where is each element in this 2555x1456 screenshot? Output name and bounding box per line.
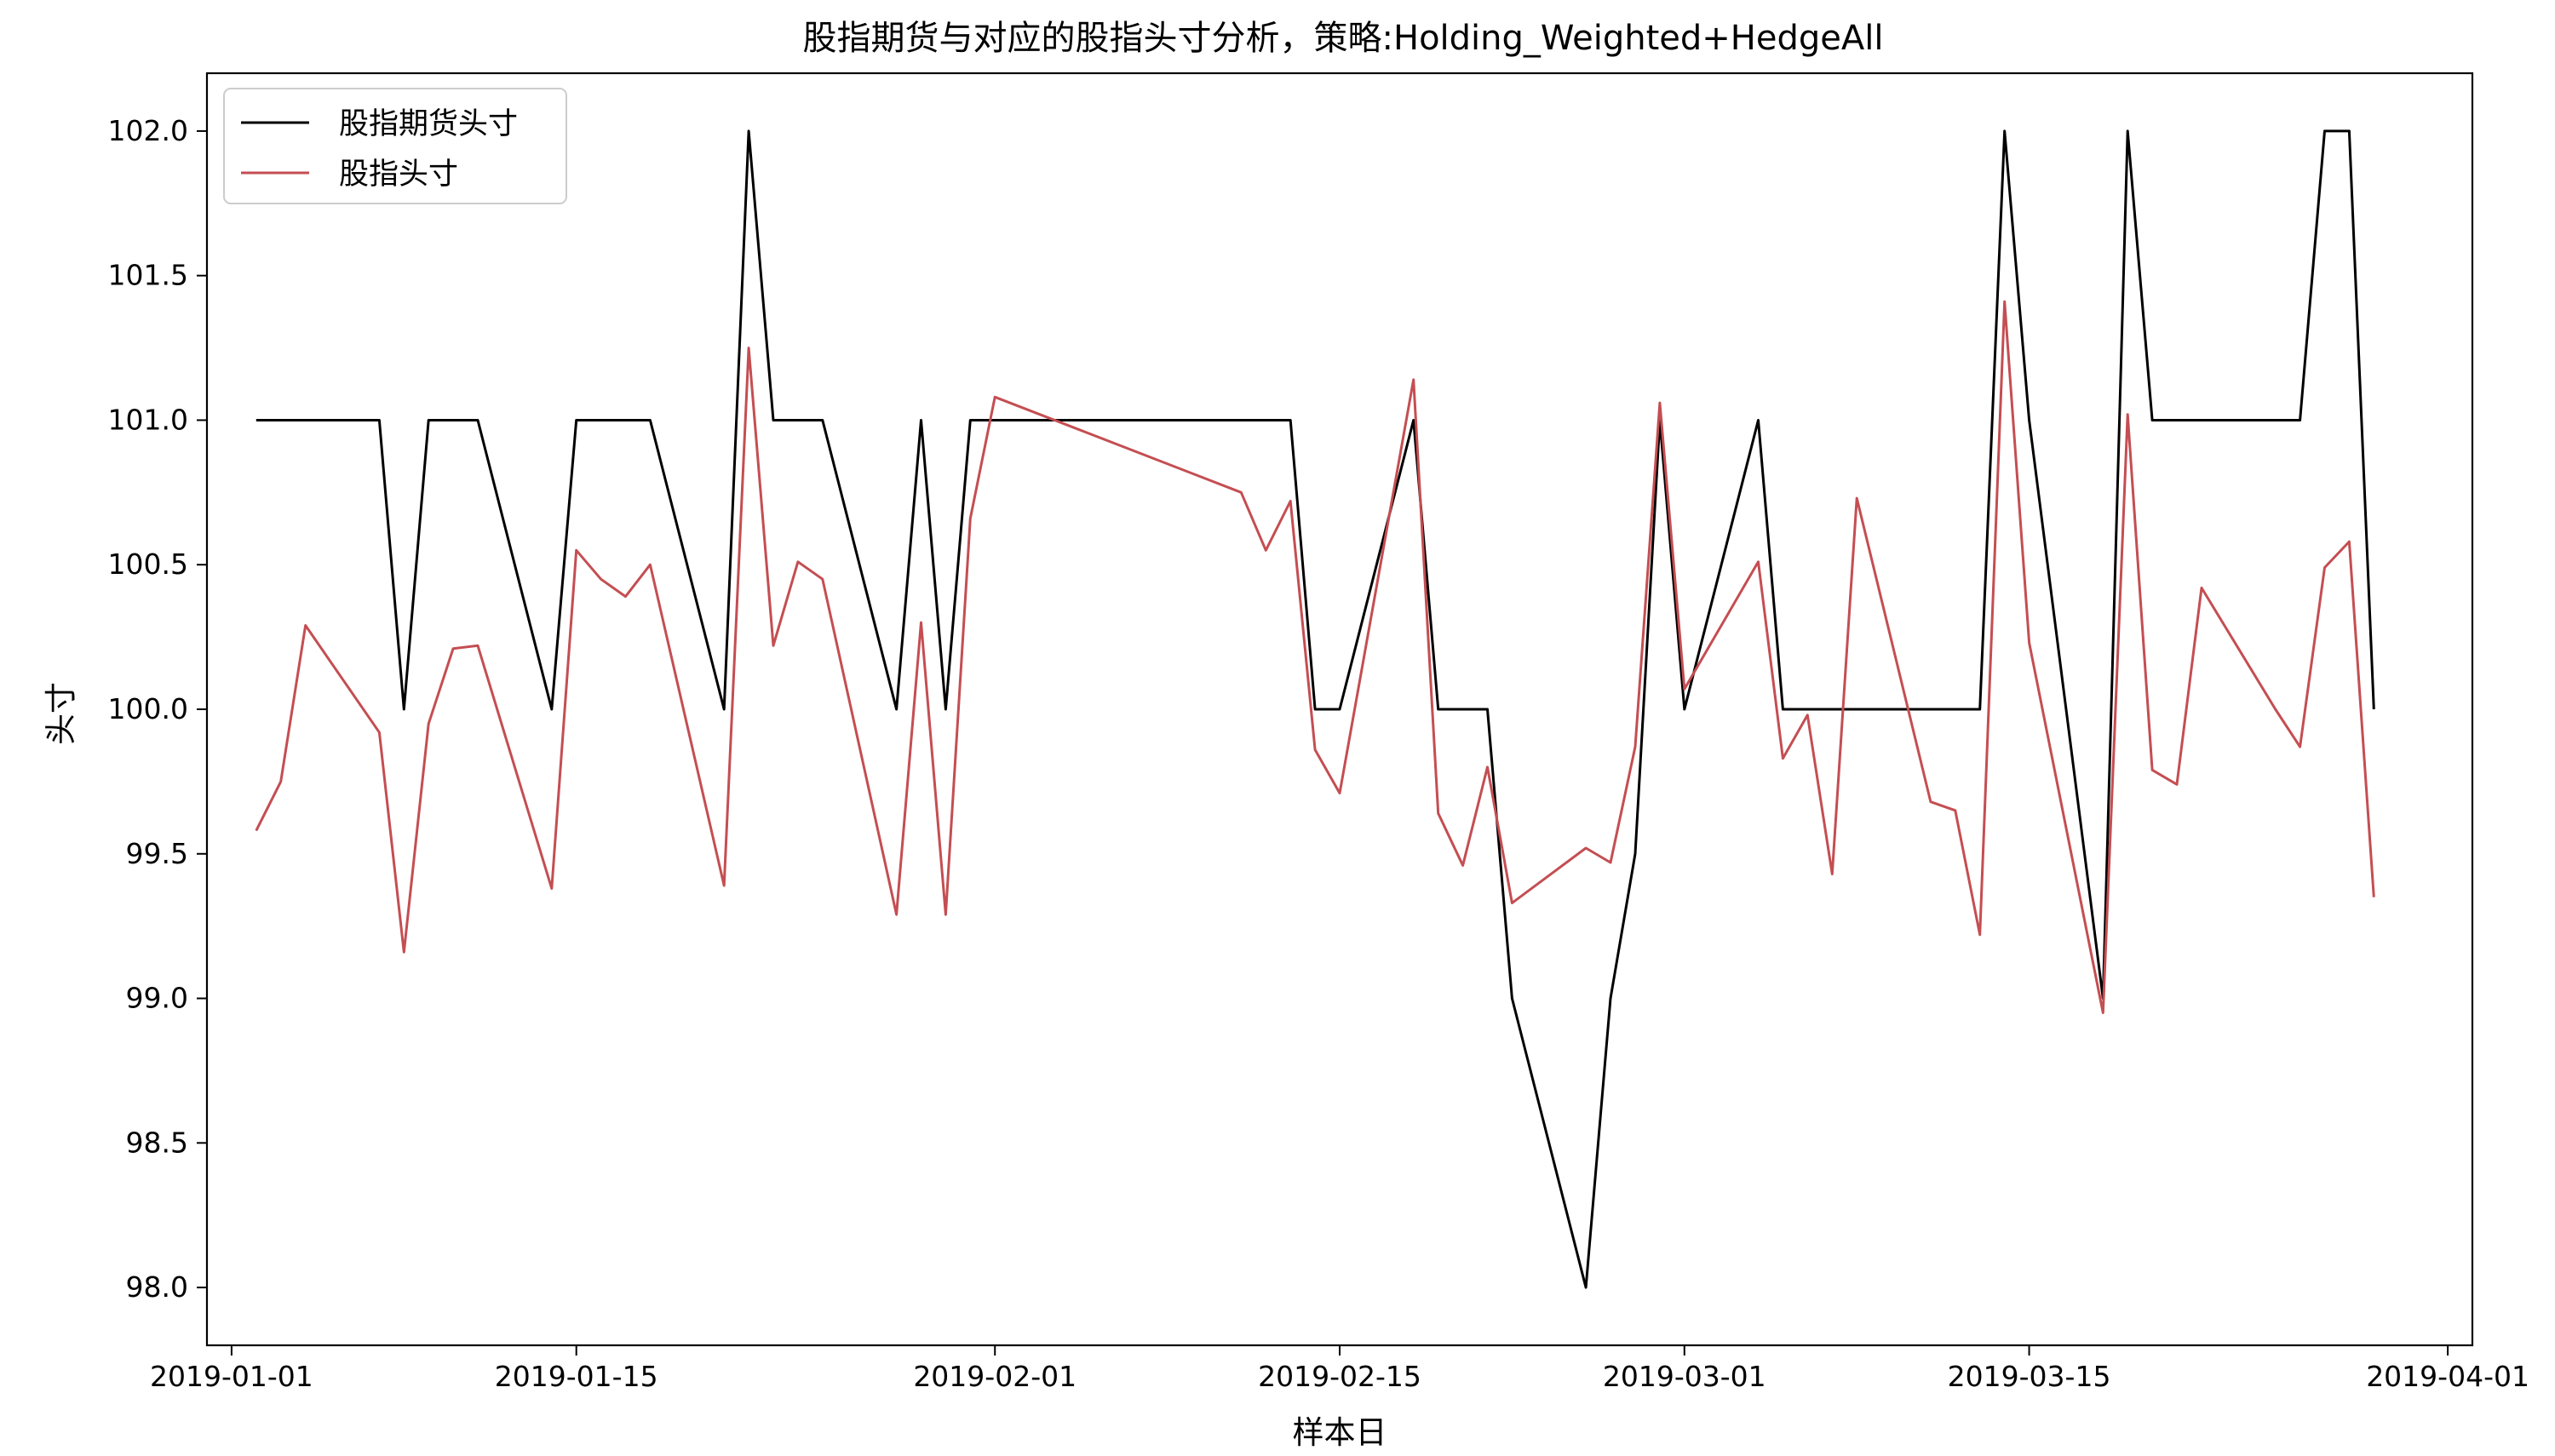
legend-label-index: 股指头寸 [339, 158, 458, 192]
y-axis-label: 头寸 [43, 682, 79, 745]
x-tick-label: 2019-01-01 [150, 1360, 313, 1393]
legend: 股指期货头寸 股指头寸 [223, 88, 567, 204]
y-tick-label: 100.5 [108, 547, 188, 581]
y-tick-label: 101.0 [108, 403, 188, 436]
y-tick-label: 102.0 [108, 114, 188, 147]
y-tick-label: 98.0 [126, 1270, 188, 1304]
x-tick-label: 2019-02-15 [1258, 1360, 1421, 1393]
x-tick-label: 2019-03-01 [1603, 1360, 1766, 1393]
x-tick-label: 2019-03-15 [1948, 1360, 2111, 1393]
y-tick-label: 99.5 [126, 837, 188, 870]
y-tick-label: 100.0 [108, 692, 188, 725]
x-tick-label: 2019-01-15 [495, 1360, 658, 1393]
x-tick-label: 2019-02-01 [913, 1360, 1077, 1393]
legend-frame [223, 88, 567, 204]
x-axis: 2019-01-01 2019-01-15 2019-02-01 2019-02-15… [150, 1345, 2529, 1393]
series-line-0 [256, 129, 2375, 1289]
y-tick-label: 98.5 [126, 1126, 188, 1159]
series-line-1 [255, 300, 2375, 1014]
x-tick-label: 2019-04-01 [2366, 1360, 2529, 1393]
series-layer [255, 129, 2375, 1289]
x-axis-label: 样本日 [1293, 1414, 1387, 1451]
chart-title: 股指期货与对应的股指头寸分析，策略:Holding_Weighted+Hedge… [803, 19, 1884, 58]
legend-label-futures: 股指期货头寸 [339, 107, 518, 141]
y-tick-label: 99.0 [126, 982, 188, 1015]
y-axis: 98.0 98.5 99.0 99.5 100.0 100.5 101.0 101.5 102.… [108, 114, 207, 1304]
y-tick-label: 101.5 [108, 259, 188, 292]
